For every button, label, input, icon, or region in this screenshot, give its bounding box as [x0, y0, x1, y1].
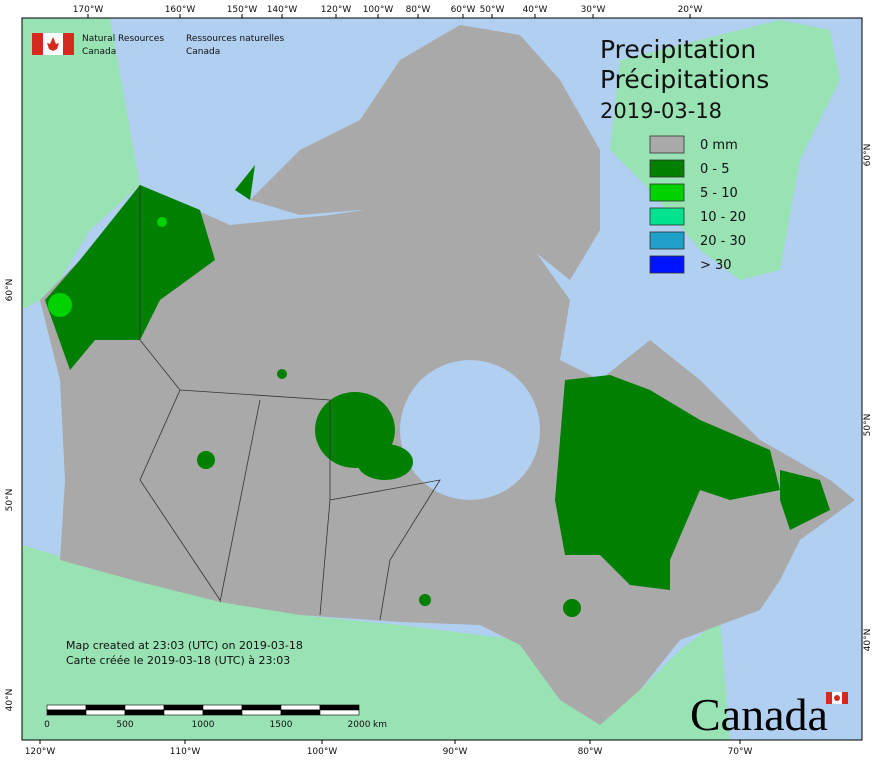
date: 2019-03-18	[600, 99, 722, 123]
title-en: Precipitation	[600, 35, 756, 64]
graticule-label-right: 50°N	[863, 414, 873, 437]
precip-5-10-2	[157, 217, 167, 227]
graticule-label-top: 140°W	[267, 5, 298, 15]
scale-segment	[202, 709, 243, 716]
precip-manitoba-2	[357, 444, 413, 480]
scale-segment	[280, 704, 321, 711]
graticule-label-right: 60°N	[863, 144, 873, 167]
graticule-label-bottom: 110°W	[170, 747, 201, 757]
legend-swatch	[649, 255, 685, 274]
graticule-label-top: 100°W	[363, 5, 394, 15]
legend-swatch	[649, 231, 685, 250]
graticule-label-top: 120°W	[321, 5, 352, 15]
org-en-2: Canada	[82, 47, 116, 57]
graticule-label-top: 80°W	[406, 5, 431, 15]
graticule-label-left: 60°N	[5, 279, 15, 302]
precip-west	[45, 185, 215, 370]
scale-label: 1000	[192, 720, 215, 730]
scale-unit: km	[373, 720, 387, 730]
graticule-label-top: 160°W	[165, 5, 196, 15]
org-fr-2: Canada	[186, 47, 220, 57]
scale-segment	[163, 704, 204, 711]
legend-label: 10 - 20	[700, 210, 746, 225]
scale-segment	[319, 704, 360, 711]
precip-quebec	[555, 375, 780, 590]
graticule-label-top: 170°W	[73, 5, 104, 15]
frame	[21, 17, 863, 741]
precip-nwt	[277, 369, 287, 379]
graticule-label-left: 50°N	[5, 489, 15, 512]
wordmark: Canada	[690, 689, 828, 740]
org-fr: Ressources naturelles	[186, 34, 285, 44]
graticule-label-bottom: 70°W	[728, 747, 753, 757]
scale-label: 0	[44, 720, 50, 730]
legend-label: > 30	[700, 258, 732, 273]
greenland	[610, 20, 840, 280]
scale-segment	[85, 704, 126, 711]
hudson-bay	[400, 360, 540, 500]
graticule-label-top: 60°W	[451, 5, 476, 15]
graticule-label-bottom: 80°W	[578, 747, 603, 757]
org-en: Natural Resources	[82, 34, 164, 44]
credit-en: Map created at 23:03 (UTC) on 2019-03-18	[66, 639, 303, 652]
legend-label: 20 - 30	[700, 234, 746, 249]
legend-swatch	[649, 207, 685, 226]
scale-segment	[85, 709, 126, 716]
scale-segment	[241, 709, 282, 716]
border-ab-sk	[219, 399, 261, 603]
scale-segment	[46, 709, 87, 716]
scale-segment	[202, 704, 243, 711]
wordmark-flag-leaf	[834, 695, 840, 701]
graticule-label-top: 50°W	[480, 5, 505, 15]
arctic-islands	[250, 25, 600, 280]
legend-swatch	[649, 159, 685, 178]
borders	[139, 185, 441, 621]
legend-swatch	[649, 183, 685, 202]
graticule-label-left: 40°N	[5, 689, 15, 712]
graticule-label-top: 20°W	[678, 5, 703, 15]
graticule-label-bottom: 100°W	[307, 747, 338, 757]
precipitation-areas	[45, 165, 830, 617]
flag-right	[63, 33, 74, 55]
scale-segment	[241, 704, 282, 711]
wordmark-flag-r	[842, 692, 848, 704]
wordmark-flag-l	[826, 692, 832, 704]
precip-5-10	[48, 293, 72, 317]
scale-label: 1500	[270, 720, 293, 730]
graticule-label-bottom: 90°W	[443, 747, 468, 757]
flag-left	[32, 33, 43, 55]
precip-ontario	[563, 599, 581, 617]
scale-segment	[124, 704, 165, 711]
scale-label: 500	[116, 720, 133, 730]
alaska	[22, 18, 140, 310]
legend-label: 0 - 5	[700, 162, 730, 177]
graticule-label-right: 40°N	[863, 629, 873, 652]
legend-swatch	[649, 135, 685, 154]
graticule-label-bottom: 120°W	[25, 747, 56, 757]
scale-segment	[319, 709, 360, 716]
title-fr: Précipitations	[600, 65, 769, 94]
scale-segment	[46, 704, 87, 711]
scale-segment	[280, 709, 321, 716]
credit-fr: Carte créée le 2019-03-18 (UTC) à 23:03	[66, 654, 290, 667]
scale-label: 2000	[348, 720, 371, 730]
graticule-label-top: 150°W	[227, 5, 258, 15]
graticule-label-top: 40°W	[523, 5, 548, 15]
scale-segment	[163, 709, 204, 716]
precip-newfoundland	[780, 470, 830, 530]
flag-leaf	[47, 37, 59, 51]
scale-segment	[124, 709, 165, 716]
legend-label: 0 mm	[700, 138, 738, 153]
border-nwt	[179, 389, 331, 616]
precip-arctic	[235, 165, 255, 200]
precip-ontario-2	[419, 594, 431, 606]
precip-sask	[197, 451, 215, 469]
legend-label: 5 - 10	[700, 186, 738, 201]
border-mb-on	[329, 479, 441, 621]
graticule-label-top: 30°W	[581, 5, 606, 15]
